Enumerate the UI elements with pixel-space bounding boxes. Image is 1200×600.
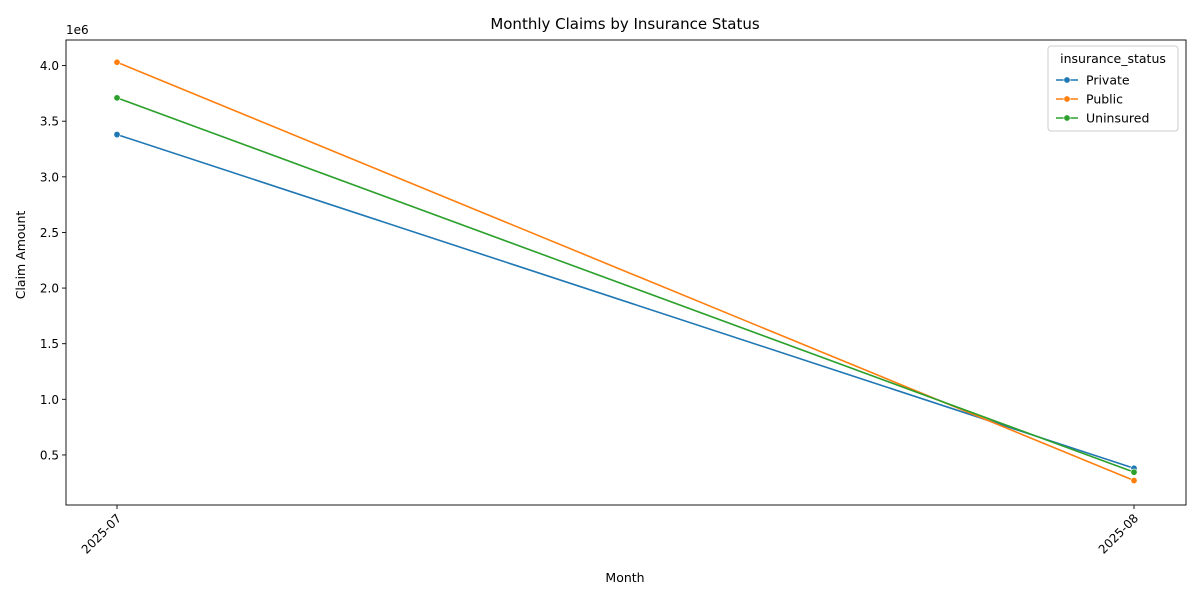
series-line-public [116, 61, 1135, 482]
chart-title: Monthly Claims by Insurance Status [490, 15, 760, 33]
y-tick-label: 3.5 [40, 115, 59, 129]
y-tick-label: 0.5 [40, 448, 59, 462]
legend-title: insurance_status [1060, 51, 1166, 66]
x-axis-title: Month [605, 570, 644, 585]
y-tick-label: 2.5 [40, 226, 59, 240]
x-tick-label: 2025-07 [79, 511, 124, 556]
legend-marker-public [1063, 95, 1071, 103]
y-axis-title: Claim Amount [13, 211, 28, 300]
legend-label-uninsured: Uninsured [1086, 111, 1149, 126]
series-line-private [116, 133, 1135, 470]
plot-frame [65, 39, 1187, 506]
y-tick-label: 1.0 [40, 393, 59, 407]
y-tick-label: 1.5 [40, 337, 59, 351]
x-tick-label: 2025-08 [1096, 511, 1141, 556]
legend-label-private: Private [1086, 73, 1130, 88]
legend-marker-uninsured [1063, 114, 1071, 122]
legend-label-public: Public [1086, 92, 1123, 107]
y-tick-label: 2.0 [40, 282, 59, 296]
legend-box [1047, 45, 1179, 132]
data-point-private [113, 131, 121, 139]
data-point-public [1130, 477, 1138, 485]
legend: insurance_status Private Public Uninsured [1047, 45, 1179, 132]
y-offset-label: 1e6 [66, 23, 89, 37]
series-line-uninsured [116, 97, 1135, 473]
plot-area: 0.5 1.0 1.5 2.0 2.5 3.0 3.5 4.0 2025-07 2025-08 [40, 39, 1187, 557]
legend-marker-private [1063, 76, 1071, 84]
y-tick-label: 3.0 [40, 170, 59, 184]
data-point-uninsured [113, 94, 121, 102]
y-tick-label: 4.0 [40, 59, 59, 73]
data-point-public [113, 58, 121, 66]
data-point-uninsured [1130, 468, 1138, 476]
